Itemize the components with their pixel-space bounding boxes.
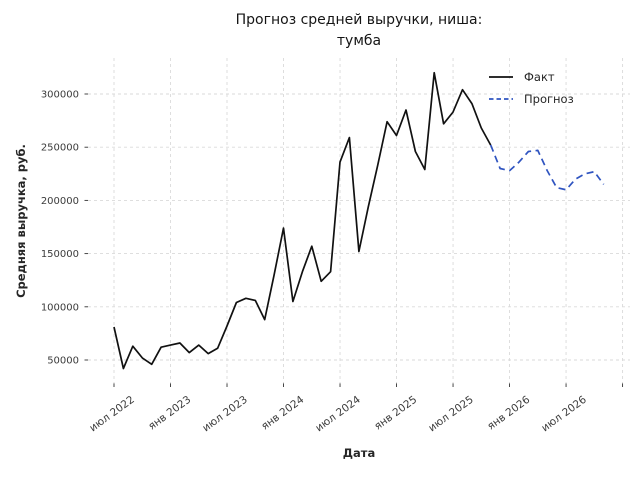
x-axis-label: Дата (342, 446, 376, 460)
svg-text:июл 2025: июл 2025 (426, 394, 475, 435)
svg-text:янв 2026: янв 2026 (485, 394, 532, 433)
forecast-line-icon (489, 98, 513, 100)
fact-line-icon (489, 76, 513, 78)
svg-text:июл 2024: июл 2024 (313, 394, 363, 435)
svg-text:июл 2026: июл 2026 (539, 394, 589, 435)
legend-label-forecast: Прогноз (524, 92, 574, 106)
chart-title: Прогноз средней выручки, ниша: тумба (199, 10, 519, 52)
legend-item-fact: Факт (487, 66, 574, 88)
svg-text:июл 2023: июл 2023 (200, 394, 249, 435)
svg-text:июл 2022: июл 2022 (87, 394, 136, 435)
legend-item-forecast: Прогноз (487, 88, 574, 110)
chart-title-line2: тумба (336, 33, 382, 49)
svg-text:300000: 300000 (41, 90, 79, 101)
svg-text:янв 2023: янв 2023 (146, 394, 193, 433)
svg-text:250000: 250000 (41, 143, 79, 154)
legend-label-fact: Факт (524, 70, 555, 84)
svg-text:200000: 200000 (41, 196, 79, 207)
svg-text:янв 2024: янв 2024 (259, 394, 306, 433)
chart-title-line1: Прогноз средней выручки, ниша: (235, 12, 483, 28)
svg-text:100000: 100000 (41, 302, 79, 313)
svg-text:150000: 150000 (41, 249, 79, 260)
y-axis-label: Средняя выручка, руб. (14, 144, 28, 298)
legend: Факт Прогноз (487, 66, 574, 110)
svg-text:янв 2025: янв 2025 (372, 394, 419, 433)
svg-text:50000: 50000 (47, 356, 79, 367)
